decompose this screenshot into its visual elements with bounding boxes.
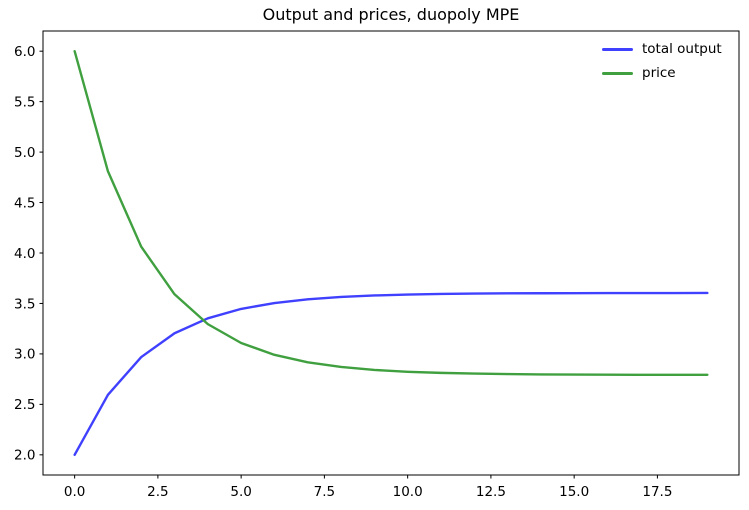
legend-entry-price: price [602,61,722,85]
y-tick-label: 4.5 [14,195,35,211]
total-output-line [73,291,709,457]
y-tick-label: 3.0 [14,347,35,363]
total-output-legend-label: total output [642,41,722,57]
x-tick-label: 5.0 [230,484,251,500]
y-tick-label: 5.5 [14,94,35,110]
y-tick-label: 6.0 [14,44,35,60]
chart-title: Output and prices, duopoly MPE [262,5,520,24]
y-tick-label: 5.0 [14,145,35,161]
x-tick-label: 15.0 [559,484,589,500]
x-tick-label: 12.5 [476,484,506,500]
legend-entry-total-output: total output [602,37,722,61]
price-line [73,49,709,376]
x-tick-label: 2.5 [147,484,168,500]
y-tick-label: 4.0 [14,246,35,262]
y-tick-label: 2.0 [14,448,35,464]
y-tick-label: 3.5 [14,296,35,312]
price-legend-label: price [642,65,676,81]
x-tick-label: 0.0 [64,484,85,500]
x-tick-label: 17.5 [642,484,672,500]
x-tick-label: 7.5 [314,484,335,500]
y-tick-label: 2.5 [14,397,35,413]
price-legend-swatch [602,71,633,75]
axes-spines [42,30,740,476]
total-output-legend-swatch [602,47,633,51]
legend: total output price [602,37,722,85]
x-tick-label: 10.0 [393,484,423,500]
